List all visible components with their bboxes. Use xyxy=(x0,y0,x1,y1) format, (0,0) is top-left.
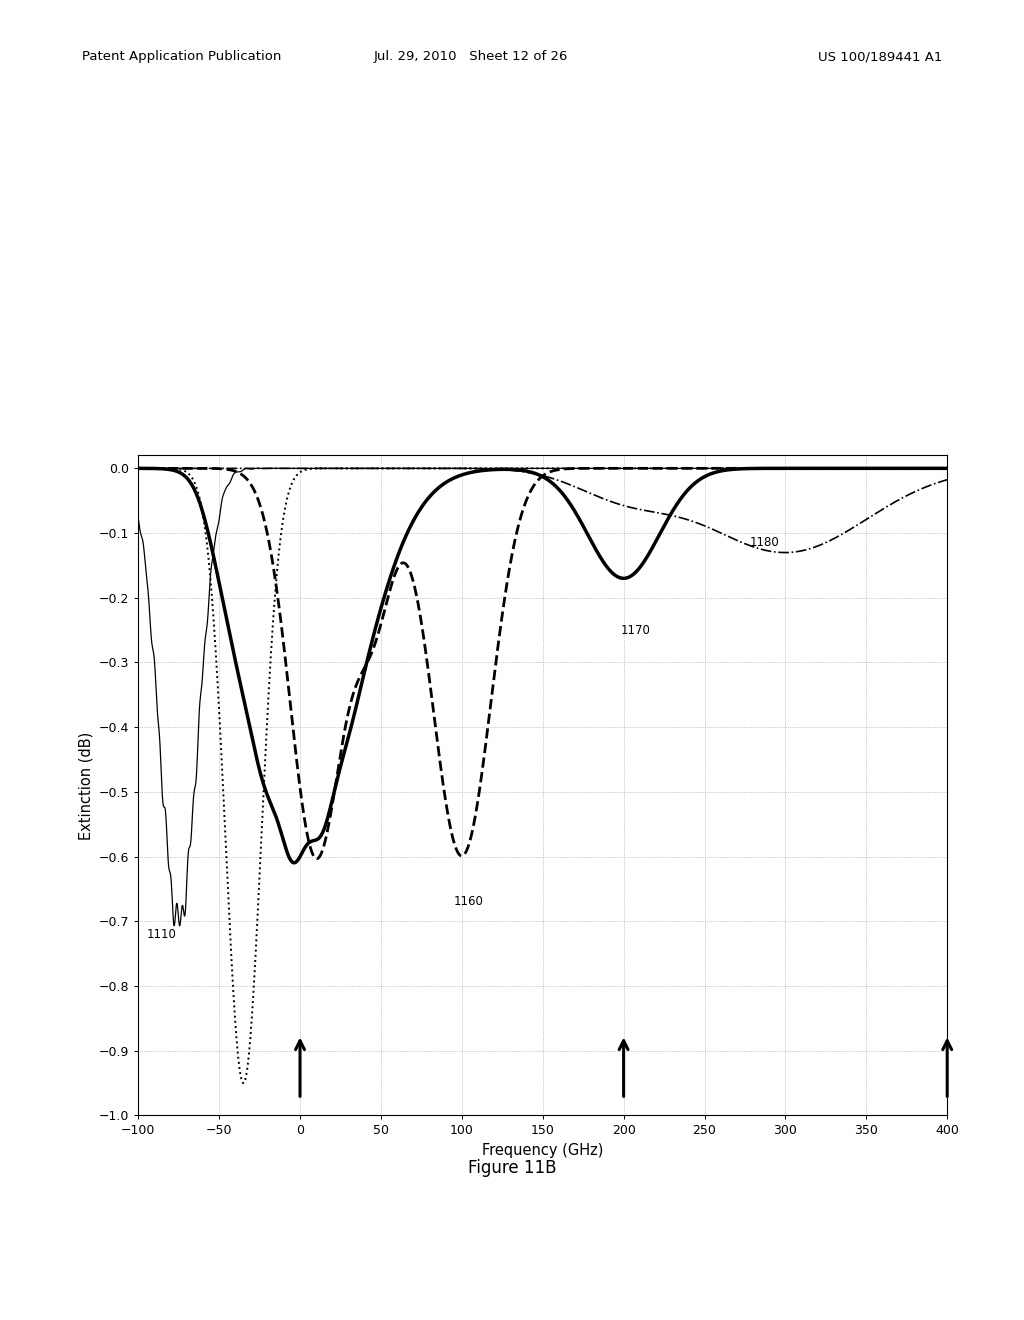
Text: US 100/189441 A1: US 100/189441 A1 xyxy=(818,50,942,63)
Text: 1110: 1110 xyxy=(146,928,176,941)
Text: 1160: 1160 xyxy=(454,895,483,908)
X-axis label: Frequency (GHz): Frequency (GHz) xyxy=(482,1143,603,1158)
Y-axis label: Extinction (dB): Extinction (dB) xyxy=(78,731,93,840)
Text: Patent Application Publication: Patent Application Publication xyxy=(82,50,282,63)
Text: 1180: 1180 xyxy=(750,536,779,549)
Text: Figure 11B: Figure 11B xyxy=(468,1159,556,1177)
Text: Jul. 29, 2010   Sheet 12 of 26: Jul. 29, 2010 Sheet 12 of 26 xyxy=(374,50,568,63)
Text: 1170: 1170 xyxy=(621,623,650,636)
